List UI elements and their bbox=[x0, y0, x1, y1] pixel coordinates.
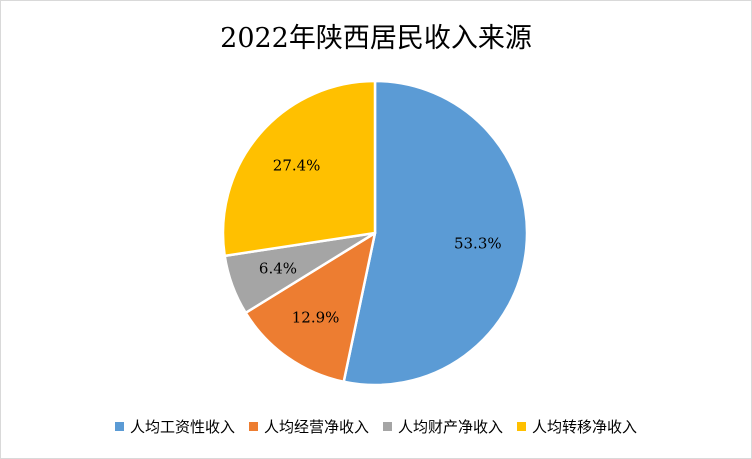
legend-item-business: 人均经营净收入 bbox=[248, 416, 369, 437]
legend-label-property: 人均财产净收入 bbox=[398, 418, 504, 436]
pie-slices bbox=[221, 79, 529, 387]
data-label-property: 6.4% bbox=[259, 260, 297, 278]
data-label-wage: 53.3% bbox=[454, 235, 502, 253]
legend-swatch-wage bbox=[114, 422, 124, 431]
legend-label-wage: 人均工资性收入 bbox=[129, 418, 235, 436]
legend-item-property: 人均财产净收入 bbox=[383, 416, 503, 437]
pie-slice-wage bbox=[342, 79, 529, 387]
pie-slice-transfer bbox=[221, 79, 377, 258]
data-label-transfer: 27.4% bbox=[273, 157, 321, 175]
chart-legend: 人均工资性收入 人均经营净收入 人均财产净收入 人均转移净收入 bbox=[0, 416, 752, 437]
legend-swatch-business bbox=[248, 422, 258, 431]
legend-label-transfer: 人均转移净收入 bbox=[532, 418, 638, 436]
legend-label-business: 人均经营净收入 bbox=[263, 418, 369, 436]
chart-title: 2022年陕西居民收入来源 bbox=[220, 23, 532, 54]
legend-swatch-property bbox=[383, 422, 392, 431]
data-label-business: 12.9% bbox=[292, 309, 340, 327]
legend-swatch-transfer bbox=[517, 422, 527, 431]
legend-item-wage: 人均工资性收入 bbox=[114, 416, 235, 437]
pie-data-labels: 53.3% 12.9% 6.4% 27.4% bbox=[259, 157, 502, 327]
pie-slice-business bbox=[244, 231, 377, 383]
legend-item-transfer: 人均转移净收入 bbox=[517, 416, 637, 437]
